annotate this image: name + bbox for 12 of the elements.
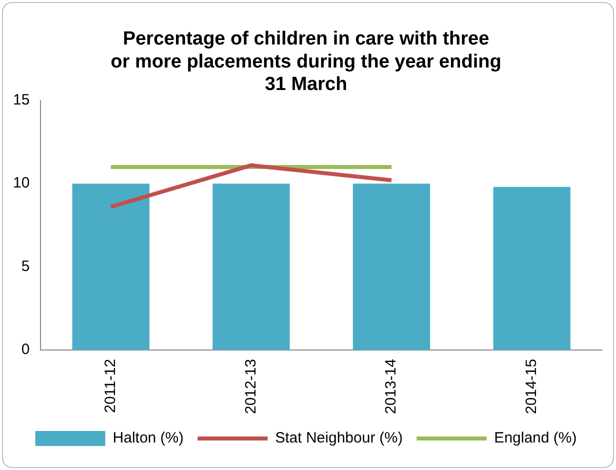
y-tick-label: 5: [21, 258, 30, 275]
x-tick-label: 2012-13: [242, 358, 260, 414]
legend-label: Stat Neighbour (%): [275, 430, 403, 447]
x-tick-label: 2013-14: [382, 358, 400, 414]
x-tick-label: 2014-15: [522, 358, 540, 414]
y-tick-label: 10: [12, 174, 30, 192]
legend-label: England (%): [494, 430, 577, 447]
legend-label: Halton (%): [112, 430, 184, 447]
chart-title: Percentage of children in care with three or more placements during the year ending 31 March: [110, 28, 502, 96]
x-tick-label: 2011-12: [102, 358, 119, 413]
y-tick-label: 0: [21, 341, 30, 358]
y-tick-label: 15: [12, 92, 30, 109]
